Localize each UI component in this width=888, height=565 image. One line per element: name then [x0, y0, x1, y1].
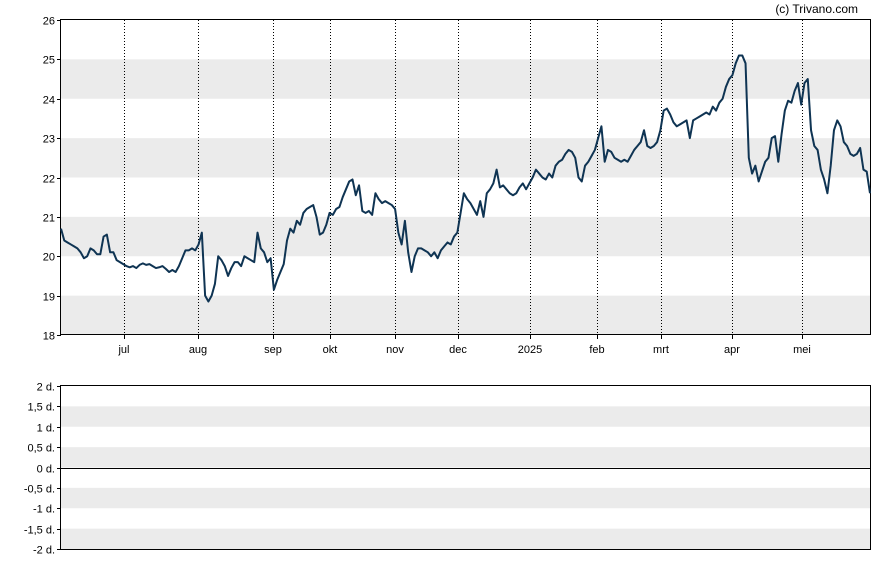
bottom-panel: 2 d. 1,5 d. 1 d. 0,5 d. 0 d. -0,5 d. -1 d. -1,5… [24, 382, 871, 557]
y-tick-label: 18 [43, 331, 55, 343]
y-tick-label: 2 d. [37, 382, 55, 394]
y-tick-label: 26 [43, 16, 55, 28]
top-panel: 18 19 20 21 22 23 24 25 26 jul aug sep okt nov dec 202… [43, 2, 871, 356]
y-tick-label: 25 [43, 55, 55, 67]
top-x-ticks: jul aug sep okt nov dec 2025 feb mrt apr mei [117, 335, 811, 356]
y-tick-label: 19 [43, 292, 55, 304]
x-tick-label: mei [793, 344, 811, 356]
x-tick-label: apr [724, 344, 740, 356]
y-tick-label: 0 d. [37, 464, 55, 476]
bottom-y-ticks: 2 d. 1,5 d. 1 d. 0,5 d. 0 d. -0,5 d. -1 d. -1,5… [24, 382, 61, 557]
x-tick-label: mrt [653, 344, 669, 356]
grid-band [61, 295, 870, 335]
y-tick-label: 22 [43, 174, 55, 186]
credit-label: (c) Trivano.com [775, 2, 858, 16]
y-tick-label: -1 d. [33, 504, 55, 516]
x-tick-label: dec [449, 344, 467, 356]
x-tick-label: feb [589, 344, 604, 356]
x-tick-label: sep [264, 344, 282, 356]
x-tick-label: 2025 [518, 344, 542, 356]
y-tick-label: 1,5 d. [27, 402, 55, 414]
x-tick-label: jul [117, 344, 129, 356]
x-tick-label: okt [323, 344, 338, 356]
y-tick-label: 20 [43, 252, 55, 264]
grid-band [61, 406, 870, 427]
grid-band [61, 59, 870, 99]
y-tick-label: 23 [43, 134, 55, 146]
price-line [60, 54, 871, 303]
grid-band [61, 447, 870, 468]
x-tick-label: nov [386, 344, 404, 356]
y-tick-label: 0,5 d. [27, 443, 55, 455]
grid-band [61, 138, 870, 178]
top-y-ticks: 18 19 20 21 22 23 24 25 26 [43, 16, 61, 343]
grid-band [61, 528, 870, 549]
y-tick-label: -0,5 d. [24, 484, 55, 496]
y-tick-label: 1 d. [37, 423, 55, 435]
y-tick-label: -1,5 d. [24, 525, 55, 537]
grid-band [61, 487, 870, 509]
y-tick-label: -2 d. [33, 545, 55, 557]
x-tick-label: aug [189, 344, 207, 356]
grid-band [61, 216, 870, 257]
bottom-grid-bands [61, 406, 870, 549]
y-tick-label: 24 [43, 95, 55, 107]
top-panel-frame [60, 19, 871, 335]
y-tick-label: 21 [43, 213, 55, 225]
bottom-panel-frame [60, 385, 871, 550]
